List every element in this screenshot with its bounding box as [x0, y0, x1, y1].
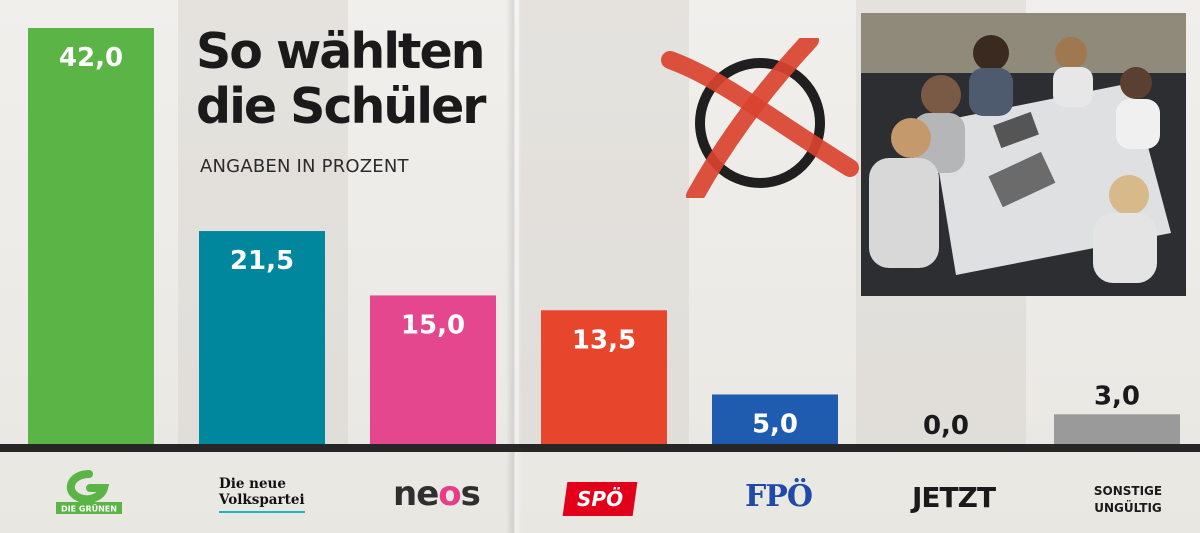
chart-subtitle: ANGABEN IN PROZENT [200, 156, 409, 177]
bar-2 [370, 295, 496, 444]
sonstige-label-line1: SONSTIGE [1093, 484, 1163, 498]
neos-logo-dot: o [438, 474, 461, 514]
chart-baseline [0, 444, 1200, 452]
page-fold [506, 0, 522, 533]
bar-value-label: 13,5 [572, 325, 636, 355]
neos-logo: neos [393, 474, 481, 514]
bar-value-label: 5,0 [752, 409, 798, 439]
spoe-logo-text: SPÖ [576, 487, 624, 511]
oevp-logo-line1: Die neue [219, 476, 286, 492]
bar-1 [199, 231, 325, 444]
bar-0 [28, 28, 154, 444]
gruene-logo-text: DIE GRÜNEN [61, 504, 117, 514]
ballot-cross-icon [661, 38, 859, 198]
bar-value-label: 21,5 [230, 246, 294, 276]
bar-value-label: 15,0 [401, 310, 465, 340]
oevp-logo-line2: Volkspartei [219, 492, 305, 508]
jetzt-logo: JETZT [912, 481, 996, 514]
oevp-logo-underline [219, 511, 305, 513]
students-photo [861, 13, 1186, 296]
bar-value-label: 3,0 [1094, 381, 1140, 411]
fpoe-logo: FPÖ [745, 479, 813, 514]
chart-title: So wählten die Schüler [196, 23, 486, 135]
bar-value-label: 42,0 [59, 43, 123, 73]
bar-4 [712, 394, 838, 444]
sonstige-label-line2: UNGÜLTIG [1094, 501, 1162, 515]
ballot-circle [695, 58, 825, 188]
spoe-logo: SPÖ [562, 482, 638, 516]
ballot-cross-stroke [686, 38, 819, 198]
neos-logo-text: s [460, 474, 481, 514]
gruene-logo: DIE GRÜNEN [56, 470, 122, 514]
oevp-logo: Die neue Volkspartei [219, 476, 305, 513]
bar-6 [1054, 414, 1180, 444]
bar-value-label: 0,0 [923, 411, 969, 441]
sonstige-label: SONSTIGE UNGÜLTIG [1090, 483, 1166, 517]
neos-logo-text: ne [393, 474, 439, 514]
bar-3 [541, 310, 667, 444]
